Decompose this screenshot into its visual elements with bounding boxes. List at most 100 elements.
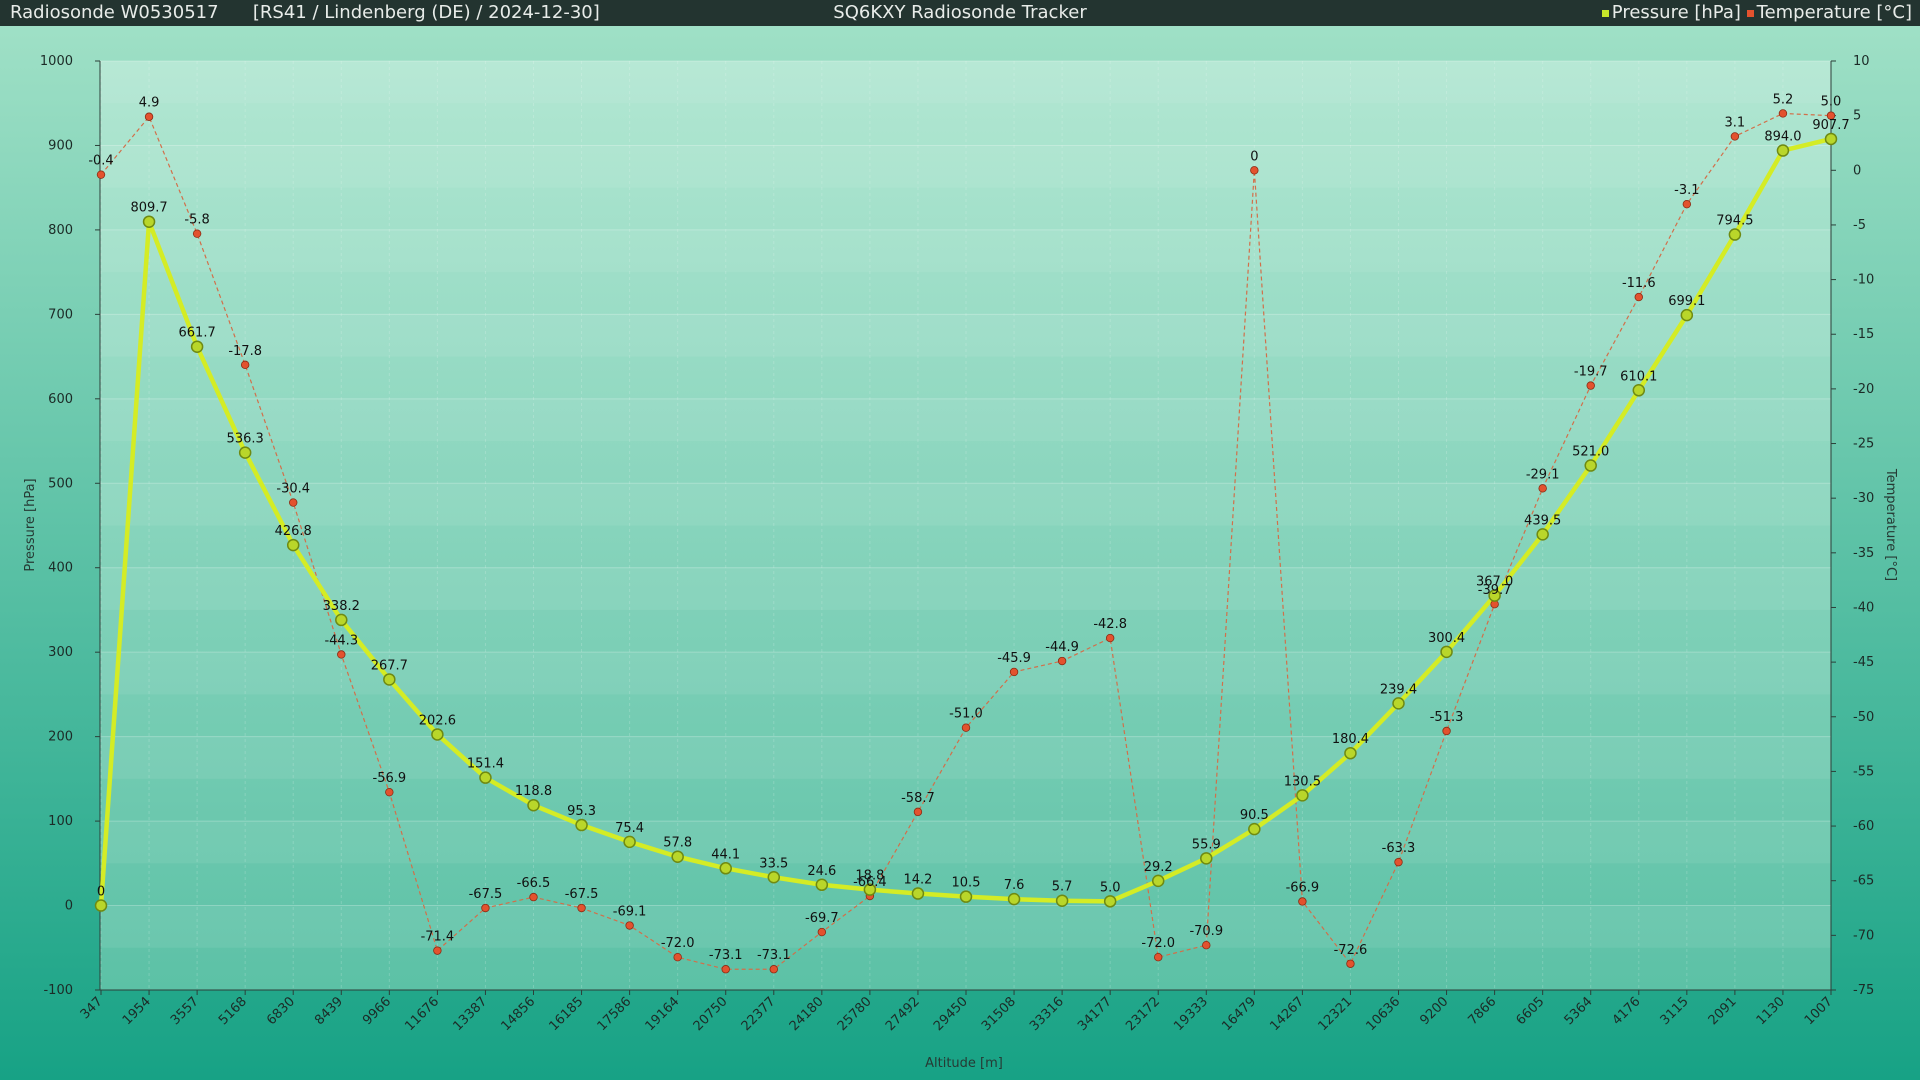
temperature-data-label: -42.8 [1093,617,1127,632]
temperature-point [673,953,682,962]
temperature-point [1826,111,1836,120]
temperature-data-label: -69.7 [805,911,839,926]
pressure-point [1680,308,1694,322]
top-bar: Radiosonde W0530517 [RS41 / Lindenberg (… [0,0,1920,26]
y-tick-label: 500 [48,476,73,491]
temperature-point [96,170,106,179]
pressure-data-label: 894.0 [1764,130,1801,145]
temperature-data-label: -63.3 [1382,841,1416,856]
pressure-point [815,878,829,892]
y2-tick-label: -15 [1853,327,1874,342]
plot-bands [100,61,1831,948]
y-tick-label: 600 [48,392,73,407]
temperature-data-label: -19.7 [1574,365,1608,380]
temperature-point [1202,940,1211,950]
plot-band [100,821,1831,864]
y2-tick-label: -10 [1853,273,1874,288]
pressure-point [1440,645,1453,659]
temperature-point [1009,667,1019,677]
temperature-data-label: -17.8 [228,344,262,359]
temperature-data-label: -0.4 [88,154,113,169]
pressure-data-label: 239.4 [1380,682,1417,697]
pressure-data-label: 180.4 [1332,732,1369,747]
pressure-point [1776,144,1790,157]
radiosonde-chart: -10001002003004005006007008009001000-75-… [0,26,1920,1080]
temperature-point [1057,656,1067,666]
temperature-data-label: -66.4 [853,875,887,890]
pressure-point [527,798,540,812]
pressure-data-label: 24.6 [807,864,836,879]
y-tick-label: 400 [48,561,73,576]
pressure-data-label: 521.0 [1572,445,1609,460]
temperature-point [769,965,778,974]
pressure-data-label: 44.1 [711,847,740,862]
pressure-point [1103,895,1117,908]
pressure-point [623,835,636,849]
pressure-point [1344,746,1357,760]
y2-tick-label: -5 [1853,218,1866,233]
pressure-data-label: 367.0 [1476,575,1513,590]
temperature-point [817,927,827,937]
pressure-point [431,728,444,741]
temperature-data-label: -45.9 [997,651,1031,666]
pressure-data-label: 118.8 [515,784,552,799]
temperature-point [192,229,202,238]
temperature-point [577,903,586,913]
temperature-data-label: -51.0 [949,707,983,722]
temperature-point [721,965,730,974]
pressure-point [1632,384,1646,397]
pressure-data-label: 0 [97,885,105,900]
pressure-point [911,887,925,900]
pressure-point [1200,852,1213,865]
temperature-point [1586,381,1595,390]
pressure-point [1536,528,1549,541]
pressure-data-label: 439.5 [1524,513,1561,528]
y2-tick-label: -20 [1853,382,1874,397]
temperature-point [144,112,154,121]
pressure-data-label: 5.0 [1100,880,1121,895]
y-tick-label: 900 [48,138,73,153]
pressure-data-label: 29.2 [1144,860,1173,875]
legend: Pressure [hPa] Temperature [°C] [1601,0,1912,26]
pressure-data-label: 7.6 [1004,878,1025,893]
x-axis-label: Altitude [m] [925,1056,1003,1071]
pressure-data-label: 300.4 [1428,631,1465,646]
pressure-data-label: 338.2 [323,599,360,614]
temperature-data-label: -51.3 [1430,710,1464,725]
temperature-point [1298,897,1307,906]
pressure-point [286,538,300,552]
pressure-data-label: 426.8 [275,524,312,539]
pressure-data-label: 267.7 [371,658,408,673]
plot-band [100,145,1831,188]
temperature-point [913,807,923,817]
temperature-point [1154,953,1163,962]
y-tick-label: 100 [48,814,73,829]
pressure-point [719,862,732,875]
temperature-data-label: -70.9 [1189,924,1223,939]
pressure-point [238,446,252,459]
temperature-data-label: -67.5 [565,887,599,902]
pressure-point [1728,228,1742,241]
pressure-point [1248,822,1261,836]
temperature-point [1778,109,1788,118]
pressure-data-label: 10.5 [952,876,981,891]
pressure-data-label: 794.5 [1716,214,1753,229]
pressure-point [575,818,588,832]
temperature-point [1346,959,1355,968]
pressure-point [142,215,156,228]
temperature-point [1538,484,1547,493]
y-tick-label: 1000 [40,54,73,69]
y-tick-label: 0 [65,899,73,914]
temperature-point [240,360,250,370]
y2-tick-label: -65 [1853,874,1874,889]
pressure-data-label: 33.5 [759,856,788,871]
pressure-point [190,340,204,353]
y-tick-label: 700 [48,307,73,322]
y2-tick-label: -30 [1853,491,1874,506]
temperature-data-label: -3.1 [1674,183,1699,198]
pressure-point [863,883,877,896]
y2-axis-label: Temperature [°C] [1883,468,1898,581]
y-tick-label: 300 [48,645,73,660]
temperature-data-label: -58.7 [901,791,935,806]
temperature-point [1250,166,1259,175]
